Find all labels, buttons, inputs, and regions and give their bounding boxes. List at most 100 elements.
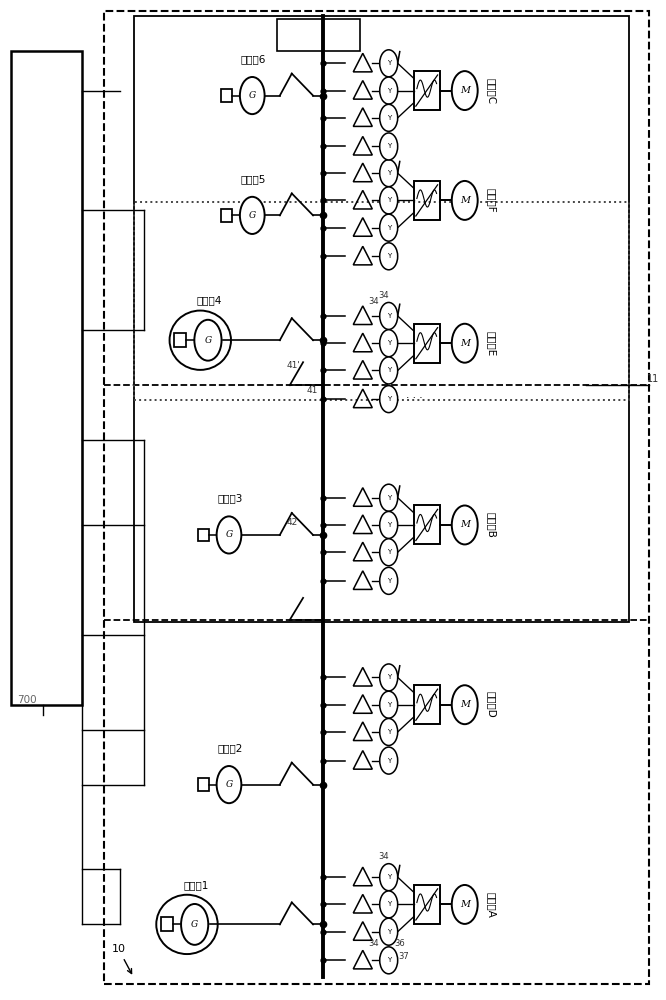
Circle shape	[380, 214, 398, 241]
Text: Y: Y	[386, 674, 391, 680]
Circle shape	[380, 187, 398, 214]
Circle shape	[452, 71, 478, 110]
Circle shape	[380, 891, 398, 918]
Circle shape	[380, 747, 398, 774]
Text: 41: 41	[306, 386, 318, 395]
Bar	[414, 885, 440, 924]
Text: 发电机2: 发电机2	[217, 743, 242, 753]
Text: Y: Y	[386, 170, 391, 176]
Text: 36: 36	[394, 939, 405, 948]
Text: 11: 11	[647, 374, 659, 384]
Circle shape	[380, 918, 398, 945]
Circle shape	[380, 104, 398, 131]
Bar	[198, 778, 209, 791]
Circle shape	[452, 505, 478, 544]
Circle shape	[380, 947, 398, 974]
Bar	[174, 333, 186, 347]
Circle shape	[380, 567, 398, 594]
Circle shape	[240, 197, 264, 234]
Text: Y: Y	[386, 367, 391, 373]
Text: M: M	[460, 86, 470, 95]
Circle shape	[194, 320, 222, 361]
Circle shape	[380, 691, 398, 718]
Text: Y: Y	[386, 197, 391, 203]
Text: 42: 42	[286, 518, 298, 527]
Text: M: M	[460, 520, 470, 529]
Text: M: M	[460, 900, 470, 909]
Text: G: G	[248, 91, 256, 100]
Circle shape	[452, 324, 478, 363]
Circle shape	[181, 904, 208, 945]
Bar	[11, 51, 83, 705]
Circle shape	[380, 357, 398, 384]
Bar	[104, 11, 649, 984]
Circle shape	[380, 484, 398, 511]
Bar	[414, 324, 440, 363]
Text: G: G	[191, 920, 198, 929]
Text: 34: 34	[378, 291, 389, 300]
Bar	[414, 685, 440, 724]
Text: Y: Y	[386, 396, 391, 402]
Circle shape	[380, 664, 398, 691]
Bar	[134, 202, 629, 400]
Circle shape	[380, 386, 398, 413]
Circle shape	[380, 160, 398, 187]
Circle shape	[452, 685, 478, 724]
Text: Y: Y	[386, 758, 391, 764]
Text: Y: Y	[386, 702, 391, 708]
Text: 发电机6: 发电机6	[240, 54, 266, 64]
Text: M: M	[460, 196, 470, 205]
Text: 推进器A: 推进器A	[486, 892, 496, 917]
Text: 700: 700	[17, 695, 37, 705]
Text: 发电机5: 发电机5	[240, 174, 266, 184]
Bar	[221, 89, 232, 102]
Bar	[198, 529, 209, 541]
Circle shape	[380, 718, 398, 745]
Circle shape	[380, 511, 398, 538]
Text: Y: Y	[386, 253, 391, 259]
Text: Y: Y	[386, 549, 391, 555]
Bar	[221, 209, 232, 222]
Text: 发电机1: 发电机1	[183, 880, 208, 890]
Bar	[414, 181, 440, 220]
Text: Y: Y	[386, 88, 391, 94]
Text: Y: Y	[386, 874, 391, 880]
Bar	[414, 505, 440, 544]
Circle shape	[216, 766, 241, 803]
Text: . . .: . . .	[406, 390, 423, 400]
Text: 推进器C: 推进器C	[486, 78, 496, 104]
Text: Y: Y	[386, 495, 391, 501]
Circle shape	[380, 330, 398, 357]
Text: 推进器F: 推进器F	[486, 188, 496, 213]
Text: Y: Y	[386, 522, 391, 528]
Text: G: G	[248, 211, 256, 220]
Text: Y: Y	[386, 225, 391, 231]
Text: 推进器D: 推进器D	[486, 691, 496, 718]
Text: G: G	[225, 780, 232, 789]
Text: Y: Y	[386, 340, 391, 346]
Text: M: M	[460, 339, 470, 348]
Text: Y: Y	[386, 578, 391, 584]
Text: 37: 37	[398, 952, 409, 961]
Text: 34: 34	[368, 939, 378, 948]
Circle shape	[380, 50, 398, 77]
Text: 34: 34	[378, 852, 389, 861]
Circle shape	[240, 77, 264, 114]
Text: G: G	[225, 530, 232, 539]
Text: Y: Y	[386, 901, 391, 907]
Text: G: G	[204, 336, 212, 345]
Text: Y: Y	[386, 929, 391, 935]
Text: 发电机3: 发电机3	[217, 493, 242, 503]
Bar	[134, 16, 629, 622]
Circle shape	[380, 539, 398, 566]
Bar	[161, 917, 172, 931]
Circle shape	[380, 302, 398, 329]
Circle shape	[380, 864, 398, 891]
Text: 发电机4: 发电机4	[196, 296, 222, 306]
Circle shape	[452, 181, 478, 220]
Bar	[414, 71, 440, 110]
Text: 推进器B: 推进器B	[486, 512, 496, 538]
Circle shape	[216, 516, 241, 554]
Bar	[276, 19, 360, 51]
Text: 推进器E: 推进器E	[486, 331, 496, 356]
